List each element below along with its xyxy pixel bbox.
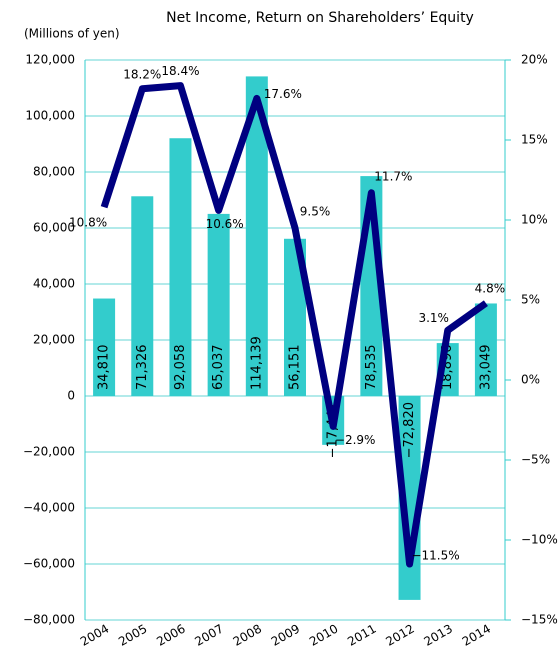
bar — [169, 138, 192, 396]
bar-value-label: 114,139 — [249, 336, 264, 390]
y-axis-label: (Millions of yen) — [24, 27, 120, 41]
line-value-label: −11.5% — [411, 549, 459, 563]
x-tick-label: 2012 — [383, 622, 416, 646]
y2-tick-label: 5% — [521, 293, 540, 307]
y-tick-label: 100,000 — [25, 109, 75, 123]
x-tick-label: 2014 — [460, 622, 493, 646]
x-tick-label: 2004 — [78, 622, 111, 646]
roe-line — [100, 82, 488, 568]
bar-value-label: 92,058 — [173, 345, 188, 391]
bar-value-label: 33,049 — [478, 345, 493, 391]
bar-value-label: −72,820 — [402, 402, 417, 458]
line-value-label: 10.8% — [69, 216, 107, 230]
bar — [93, 298, 116, 396]
y-tick-label: 0 — [67, 389, 75, 403]
y2-tick-label: 0% — [521, 373, 540, 387]
bar — [131, 196, 154, 396]
y2-tick-label: 20% — [521, 53, 548, 67]
y-tick-label: −80,000 — [23, 613, 75, 627]
line-value-label: 18.2% — [123, 67, 161, 81]
x-tick-label: 2006 — [154, 622, 187, 646]
y-tick-label: 120,000 — [25, 53, 75, 67]
bar-value-label: 65,037 — [211, 345, 226, 391]
bar-value-label: 71,326 — [135, 345, 150, 391]
y-tick-label: 20,000 — [33, 333, 75, 347]
x-tick-label: 2011 — [345, 622, 378, 646]
chart-title: Net Income, Return on Shareholders’ Equi… — [166, 10, 474, 26]
bar — [284, 238, 306, 396]
x-tick-label: 2007 — [192, 622, 225, 646]
y2-tick-label: −15% — [521, 613, 558, 627]
y-tick-label: 60,000 — [33, 221, 75, 235]
line-value-label: 11.7% — [374, 169, 412, 183]
x-tick-label: 2005 — [116, 622, 149, 646]
x-tick-label: 2009 — [269, 622, 302, 646]
line-value-label: 3.1% — [418, 311, 449, 325]
bar — [474, 303, 497, 396]
line-value-label: 4.8% — [475, 282, 506, 296]
x-tick-label: 2010 — [307, 622, 340, 646]
bar — [207, 213, 230, 396]
line-value-label: 10.6% — [206, 217, 244, 231]
line-value-label: 17.6% — [264, 87, 302, 101]
x-tick-label: 2008 — [231, 622, 264, 646]
y-tick-label: −20,000 — [23, 445, 75, 459]
y2-tick-label: 15% — [521, 133, 548, 147]
bar-value-label: 56,151 — [288, 345, 303, 391]
line-value-label: 18.4% — [161, 64, 199, 78]
y-tick-label: 40,000 — [33, 277, 75, 291]
y2-tick-label: −5% — [521, 453, 550, 467]
x-tick-label: 2013 — [422, 622, 455, 646]
y2-tick-label: −10% — [521, 533, 558, 547]
y2-tick-label: 10% — [521, 213, 548, 227]
y-tick-label: −40,000 — [23, 501, 75, 515]
bar-value-label: 78,535 — [364, 345, 379, 391]
bar-value-label: 34,810 — [97, 345, 112, 391]
bar — [245, 76, 268, 396]
y-tick-label: 80,000 — [33, 165, 75, 179]
line-value-label: −2.9% — [335, 433, 376, 447]
line-value-label: 9.5% — [300, 205, 331, 219]
y-tick-label: −60,000 — [23, 557, 75, 571]
